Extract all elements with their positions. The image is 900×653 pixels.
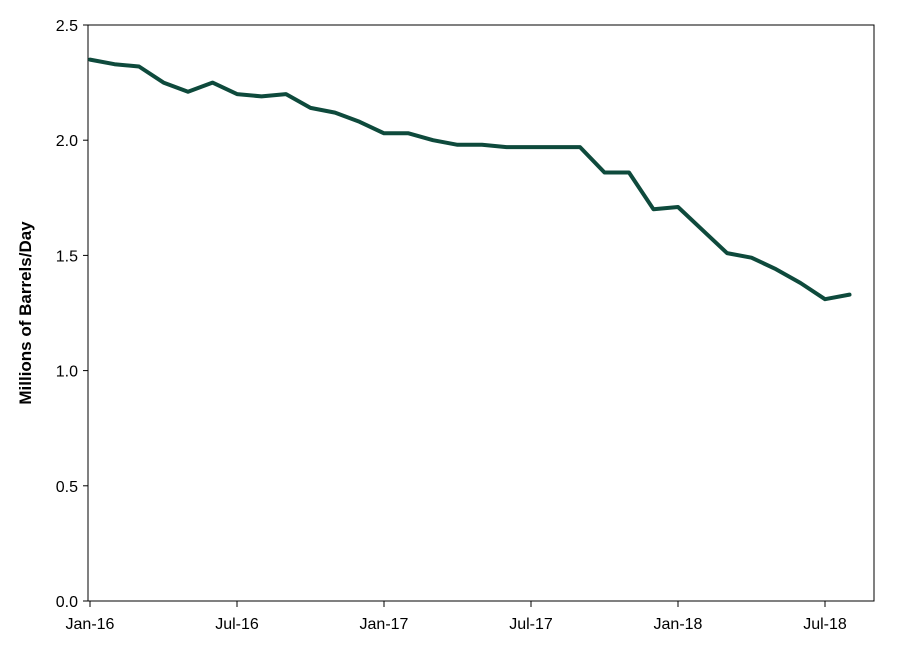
x-axis: Jan-16 Jul-16 Jan-17 Jul-17 Jan-18 Jul-18 <box>66 601 847 633</box>
y-tick-label: 0.5 <box>56 479 78 496</box>
y-tick-label: 0.0 <box>56 594 78 611</box>
y-tick-label: 1.0 <box>56 364 78 381</box>
x-tick-label: Jan-18 <box>654 616 703 633</box>
y-axis: 0.0 0.5 1.0 1.5 2.0 2.5 <box>56 18 88 611</box>
series-line <box>88 57 852 302</box>
plot-area <box>87 24 875 602</box>
y-tick-label: 2.5 <box>56 18 78 35</box>
x-tick-label: Jul-16 <box>215 616 259 633</box>
x-tick-label: Jan-17 <box>360 616 409 633</box>
x-tick-label: Jul-18 <box>803 616 847 633</box>
y-tick-label: 2.0 <box>56 133 78 150</box>
y-tick-label: 1.5 <box>56 248 78 265</box>
x-tick-label: Jan-16 <box>66 616 115 633</box>
x-tick-label: Jul-17 <box>509 616 553 633</box>
y-axis-title: Millions of Barrels/Day <box>16 221 35 405</box>
